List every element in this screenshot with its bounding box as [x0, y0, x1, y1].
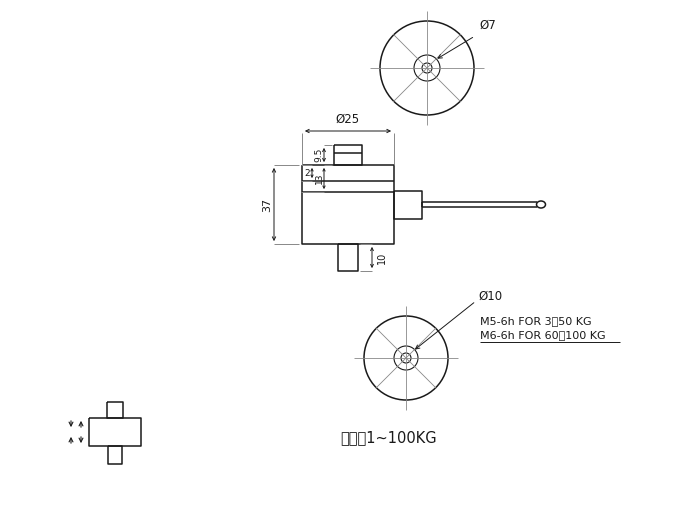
Text: 9.5: 9.5 [315, 148, 323, 162]
Text: Ø10: Ø10 [478, 290, 502, 303]
Text: 13: 13 [315, 173, 323, 184]
Text: M5-6h FOR 3～50 KG: M5-6h FOR 3～50 KG [480, 316, 592, 326]
Text: 37: 37 [262, 197, 272, 211]
Text: 量程：1~100KG: 量程：1~100KG [340, 430, 437, 446]
Circle shape [414, 55, 440, 81]
Text: Ø7: Ø7 [479, 19, 496, 32]
Ellipse shape [537, 201, 545, 208]
Circle shape [401, 353, 411, 363]
Circle shape [394, 346, 418, 370]
Circle shape [380, 21, 474, 115]
Text: 10: 10 [377, 251, 387, 264]
Text: M6-6h FOR 60～100 KG: M6-6h FOR 60～100 KG [480, 330, 605, 340]
Text: Ø25: Ø25 [336, 113, 360, 126]
Circle shape [364, 316, 448, 400]
Circle shape [422, 63, 432, 73]
Text: 2: 2 [304, 168, 310, 177]
